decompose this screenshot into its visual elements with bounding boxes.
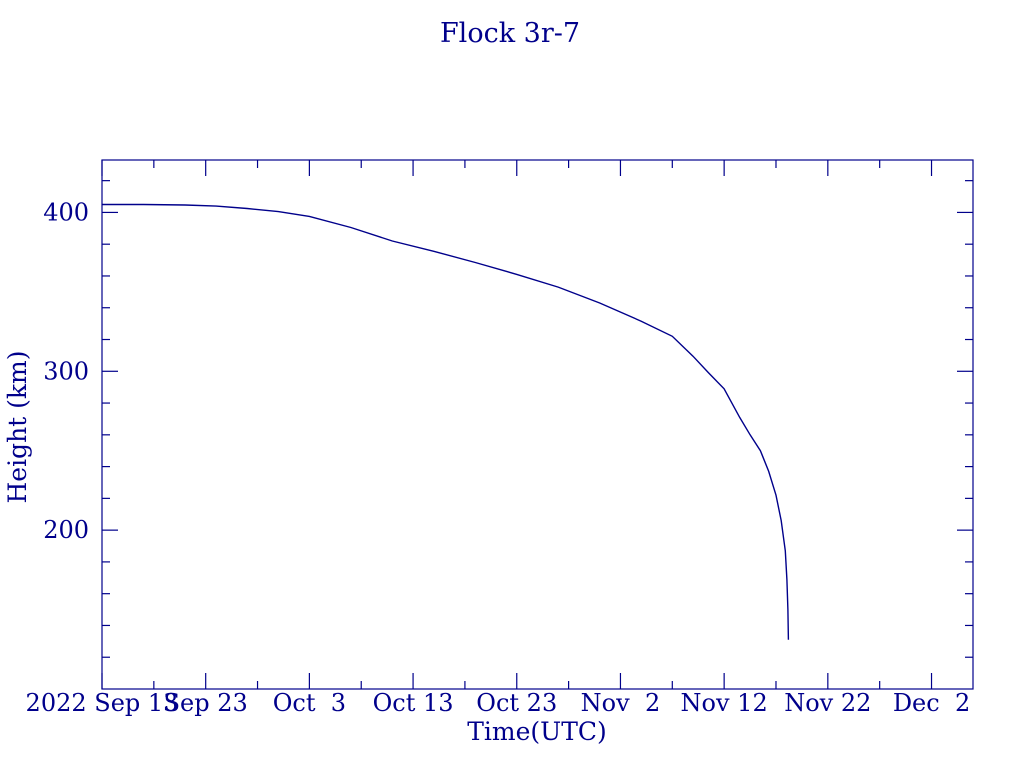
x-tick-label: Dec 2 <box>893 689 970 717</box>
x-tick-label: Sep 23 <box>164 689 248 717</box>
x-tick-label: 2022 Sep 13 <box>26 689 179 717</box>
chart-title: Flock 3r-7 <box>440 18 580 49</box>
y-tick-label: 300 <box>43 357 89 385</box>
x-tick-label: Oct 3 <box>273 689 346 717</box>
y-tick-label: 200 <box>43 516 89 544</box>
x-tick-label: Oct 13 <box>373 689 454 717</box>
x-axis-label: Time(UTC) <box>467 717 607 746</box>
y-tick-label: 400 <box>43 198 89 226</box>
height-curve <box>102 203 790 640</box>
y-axis-label: Height (km) <box>3 350 32 503</box>
x-tick-label: Oct 23 <box>476 689 557 717</box>
x-tick-label: Nov 2 <box>581 689 661 717</box>
plot-frame <box>101 159 974 690</box>
x-tick-label: Nov 12 <box>681 689 768 717</box>
x-tick-label: Nov 22 <box>784 689 871 717</box>
